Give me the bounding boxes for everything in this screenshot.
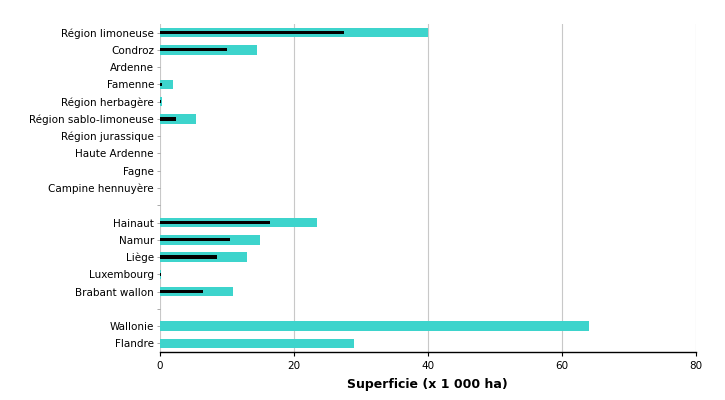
Bar — [160, 45, 257, 55]
Bar — [160, 270, 161, 279]
Bar — [160, 290, 203, 293]
X-axis label: Superficie (x 1 000 ha): Superficie (x 1 000 ha) — [347, 378, 508, 391]
Bar — [160, 83, 162, 86]
Bar — [160, 321, 589, 331]
Bar — [160, 28, 428, 37]
Bar — [160, 238, 230, 241]
Bar — [160, 235, 260, 244]
Bar — [160, 48, 226, 52]
Bar — [160, 256, 217, 259]
Bar — [160, 117, 176, 120]
Bar — [160, 287, 233, 296]
Bar — [160, 80, 173, 89]
Bar — [160, 218, 317, 227]
Bar — [160, 339, 354, 348]
Bar — [160, 252, 246, 262]
Bar — [160, 31, 344, 34]
Bar — [160, 221, 270, 224]
Bar — [160, 114, 196, 124]
Bar — [160, 97, 162, 106]
